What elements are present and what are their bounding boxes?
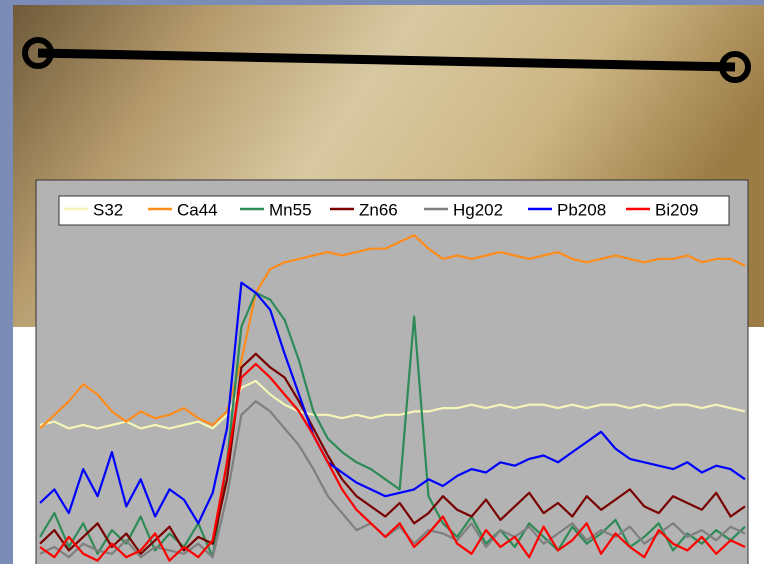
legend-label: Zn66: [359, 200, 398, 219]
legend-label: Pb208: [557, 200, 606, 219]
legend-label: Bi209: [655, 200, 698, 219]
legend-label: Mn55: [269, 200, 312, 219]
legend-label: Ca44: [177, 200, 218, 219]
legend-label: Hg202: [453, 200, 503, 219]
chart-frame: [36, 180, 748, 564]
screenshot: S32 Ca44 Mn55 Zn66 Hg202 Pb208 Bi209: [0, 0, 764, 564]
legend-label: S32: [93, 200, 123, 219]
